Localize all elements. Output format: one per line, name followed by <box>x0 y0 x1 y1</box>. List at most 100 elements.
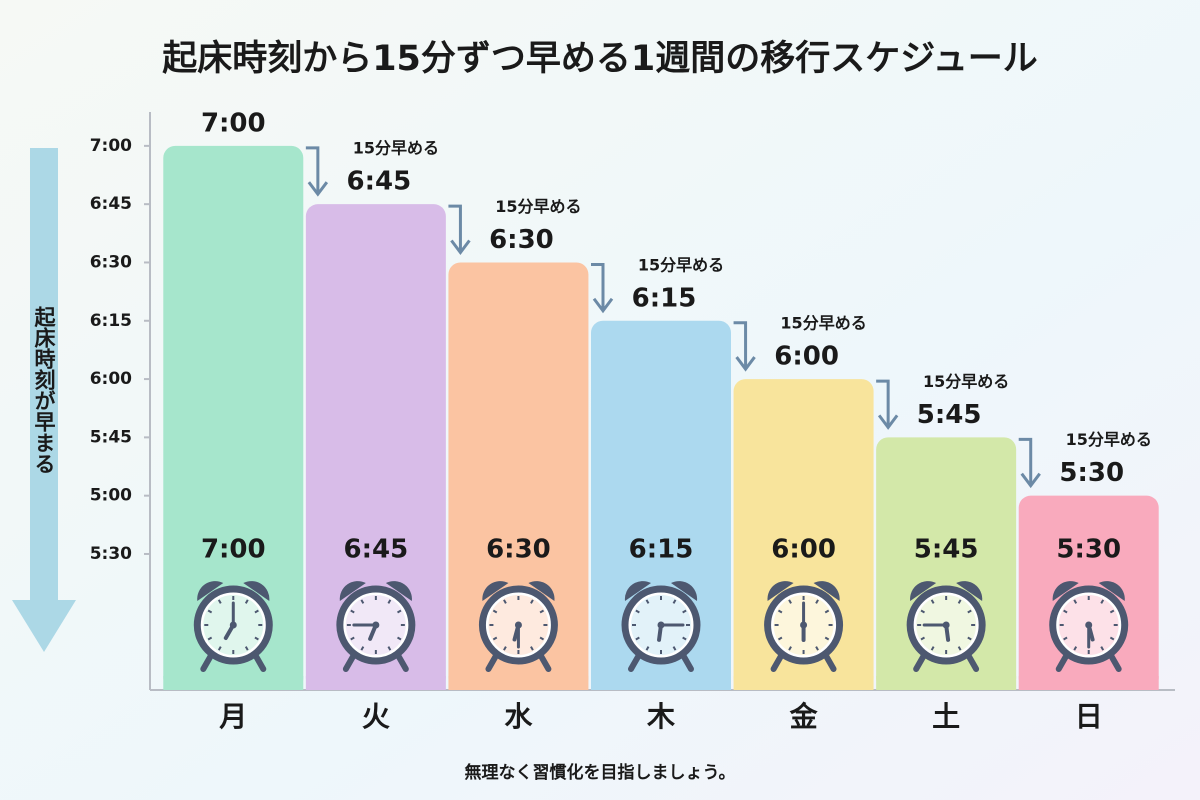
clock-tick <box>503 599 507 604</box>
annotation: 15分早める <box>353 139 439 158</box>
bar <box>163 145 304 690</box>
clock-bell <box>956 581 983 601</box>
clock-leg <box>1055 652 1070 672</box>
clock-tick <box>207 636 213 641</box>
y-tick-label: 6:15 <box>90 311 132 331</box>
clock-tick <box>824 609 830 614</box>
x-tick-label: 水 <box>504 700 533 733</box>
clock-tick <box>244 646 249 651</box>
bar-base <box>448 676 589 690</box>
clock-tick <box>244 599 249 604</box>
step-arrow <box>1018 437 1033 484</box>
step-arrow-head <box>592 297 614 314</box>
clock-bell <box>624 581 651 601</box>
clock-tick <box>920 609 925 614</box>
clock-bell <box>1052 581 1079 601</box>
clock-tick <box>217 646 222 651</box>
clock-leg <box>628 652 642 672</box>
clock-bell <box>197 581 224 601</box>
x-tick-label: 土 <box>932 700 960 733</box>
y-axis-label: 起床時刻が早まる <box>32 305 57 474</box>
clock <box>193 581 273 672</box>
clock-bell <box>813 581 840 601</box>
clock-tick <box>645 599 650 604</box>
clock-leg <box>394 652 409 672</box>
clock-leg <box>913 652 928 672</box>
clock-tick <box>672 599 677 604</box>
clock-center <box>942 621 950 629</box>
annotation: 15分早める <box>1066 430 1152 449</box>
clock-tick <box>777 609 783 614</box>
annotation: 15分早める <box>780 314 866 333</box>
step-arrow-head <box>1020 472 1041 489</box>
bar <box>448 262 589 690</box>
clock-tick <box>254 636 259 641</box>
value-label: 5:30 <box>1059 458 1124 488</box>
clock-bell <box>910 581 937 601</box>
y-tick-label: 5:00 <box>90 486 132 506</box>
step-arrow <box>305 146 320 193</box>
clock-bell <box>767 581 794 601</box>
clock-tick <box>815 646 819 651</box>
x-tick-label: 金 <box>789 700 819 733</box>
step-arrow-head <box>735 356 756 372</box>
clock-center <box>514 621 522 629</box>
x-tick-label: 日 <box>1075 700 1103 733</box>
clock-time-label: 5:45 <box>914 535 979 565</box>
clock-bell <box>1098 581 1125 601</box>
step-arrow-head <box>307 181 329 197</box>
step-arrow <box>591 262 605 309</box>
clock-tick <box>788 599 792 604</box>
clock-leg <box>342 652 357 672</box>
y-tick-label: 6:30 <box>90 252 132 272</box>
clock-leg <box>965 652 980 672</box>
clock-tick <box>682 636 687 641</box>
annotation: 15分早める <box>923 372 1009 391</box>
clock-tick <box>539 636 545 641</box>
clock-tick <box>207 609 213 614</box>
bar-base <box>163 676 304 690</box>
bar-base <box>1018 676 1159 690</box>
clock-tick <box>824 636 830 641</box>
clock-tick <box>788 646 792 651</box>
clock-tick <box>492 636 498 641</box>
clock-center <box>1085 621 1093 629</box>
step-arrow <box>448 204 462 251</box>
y-tick-label: 5:30 <box>90 544 132 564</box>
y-arrow <box>12 148 76 652</box>
clock-time-label: 7:00 <box>201 535 266 565</box>
clock-bell <box>339 581 366 601</box>
y-tick-label: 6:45 <box>90 194 132 214</box>
clock-time-label: 6:45 <box>344 535 409 565</box>
clock-bell <box>528 581 555 601</box>
clock-leg <box>822 652 837 672</box>
clock-tick <box>815 599 819 604</box>
step-arrow <box>876 379 890 426</box>
clock-tick <box>1100 646 1105 651</box>
clock-center <box>800 621 808 629</box>
clock-center <box>657 621 665 629</box>
clock-tick <box>530 599 534 604</box>
chart-title: 起床時刻から15分ずつ早める1週間の移行スケジュール <box>162 39 1038 79</box>
clock-tick <box>350 609 355 614</box>
clock <box>336 581 416 672</box>
clock-bell <box>671 581 698 601</box>
clock <box>621 581 701 672</box>
clock-tick <box>672 646 677 651</box>
y-tick-label: 6:00 <box>90 369 132 389</box>
footnote: 無理なく習慣化を目指しましょう。 <box>465 762 736 783</box>
clock-tick <box>1063 609 1068 614</box>
value-label: 7:00 <box>201 108 266 138</box>
clock-tick <box>1109 636 1115 641</box>
x-tick-label: 火 <box>362 700 390 733</box>
clock-leg <box>680 652 694 672</box>
clock-tick <box>1073 599 1078 604</box>
step-arrow-head <box>877 414 899 430</box>
clock-tick <box>930 646 935 651</box>
y-tick-label: 5:45 <box>90 427 132 447</box>
bar <box>305 204 446 690</box>
clock-tick <box>254 609 259 614</box>
clock-time-label: 6:30 <box>486 535 551 565</box>
clock-tick <box>387 599 392 604</box>
